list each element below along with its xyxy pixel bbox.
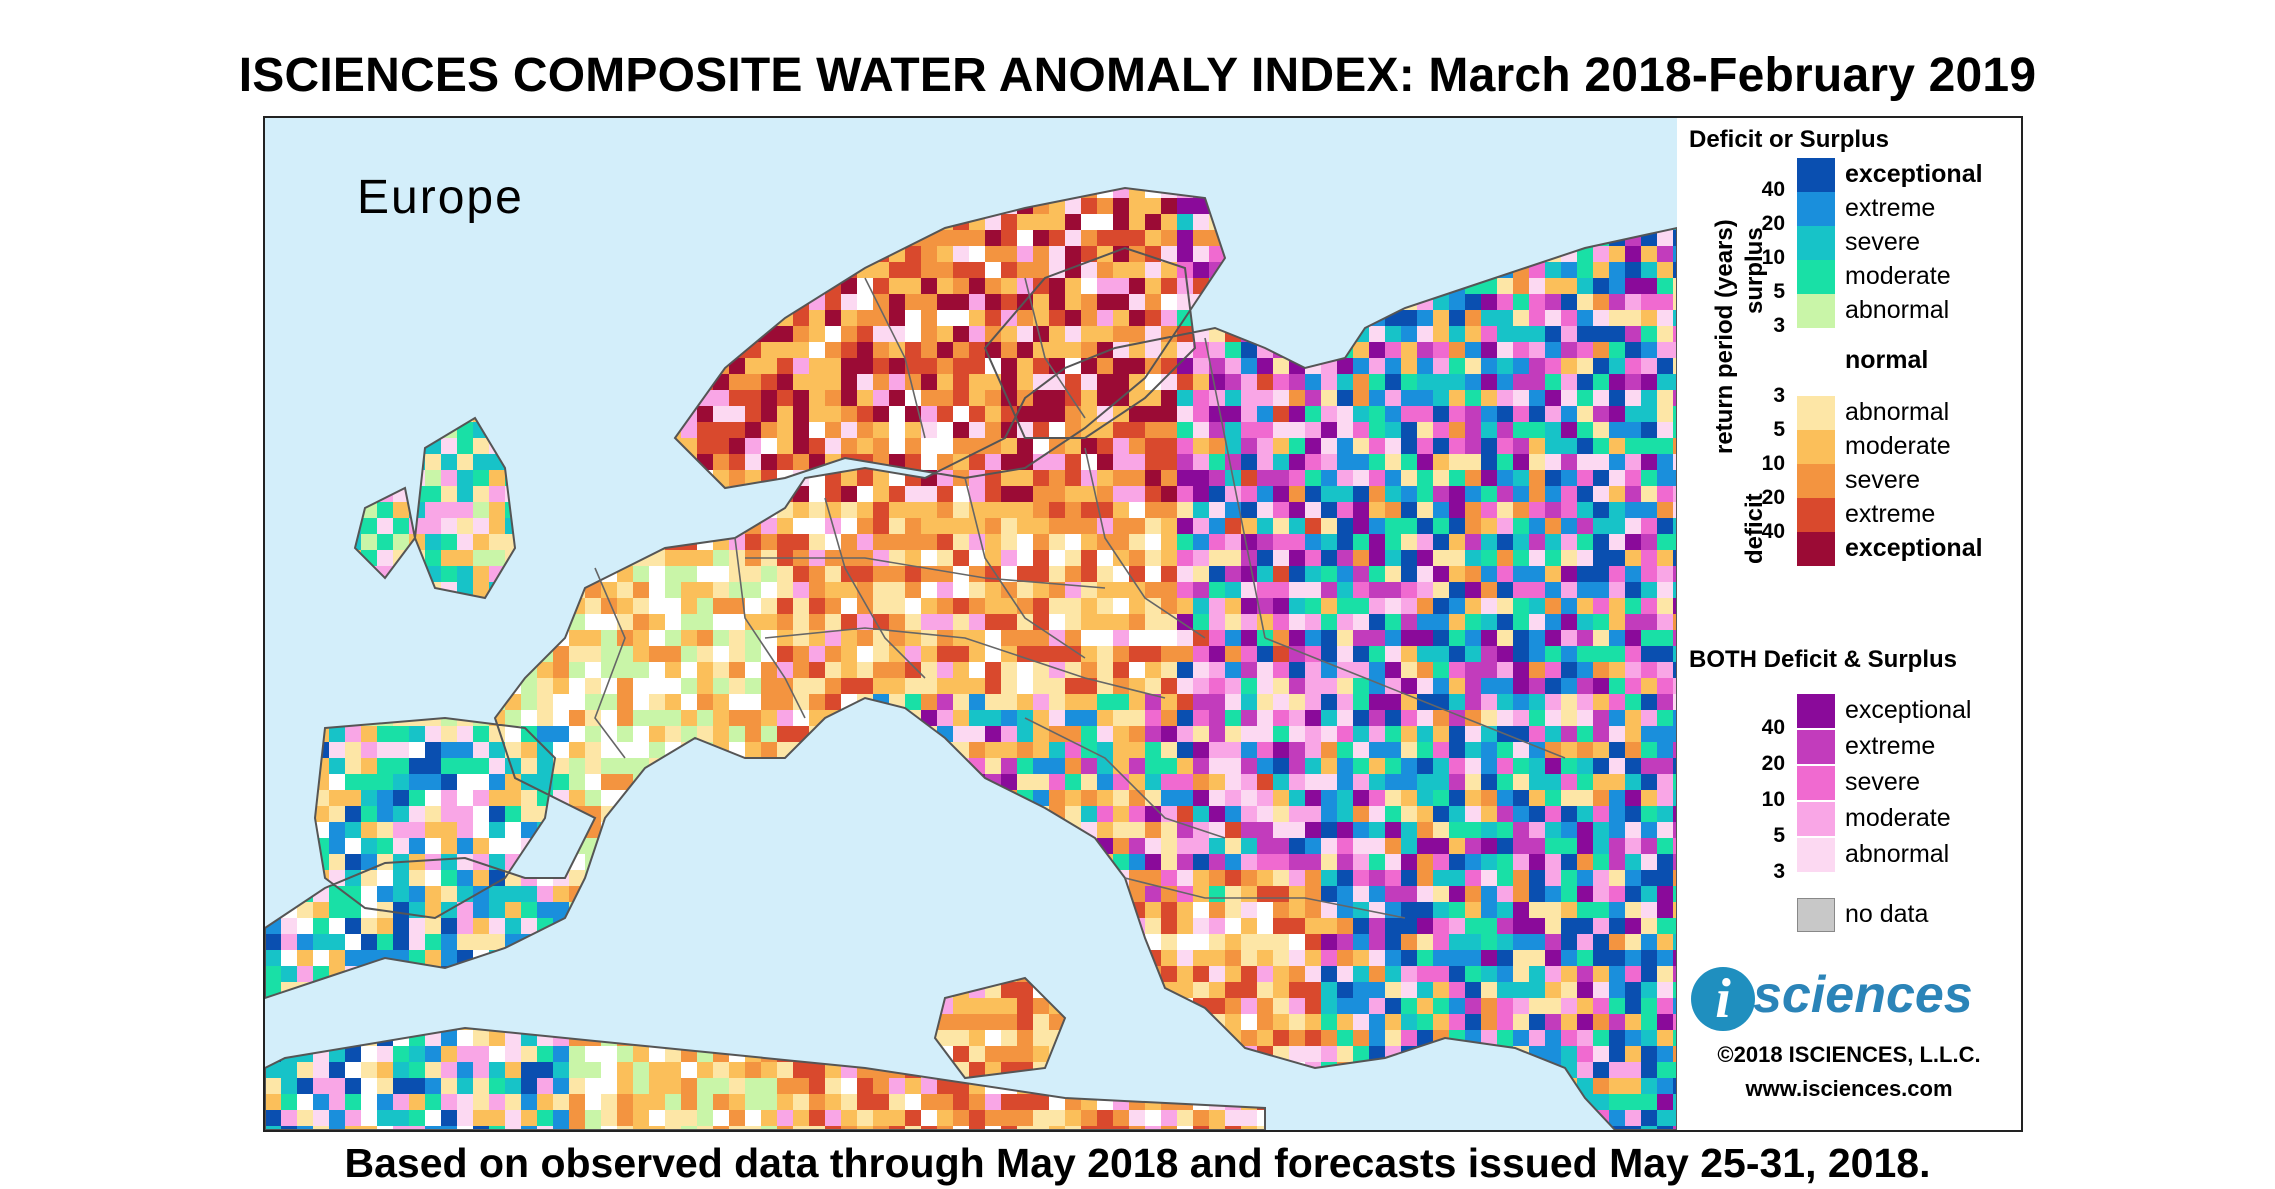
legend-section-both-title: BOTH Deficit & Surplus <box>1689 646 1958 673</box>
legend-label-deficit-moderate: moderate <box>1845 432 1951 460</box>
legend-number-surplus: 5 <box>1773 280 1785 303</box>
legend-swatch-surplus-abnormal <box>1797 294 1835 328</box>
legend-swatch-surplus-moderate <box>1797 260 1835 294</box>
map-frame: Europe Deficit or Surplus return period … <box>263 116 2023 1132</box>
copyright-text: ©2018 ISCIENCES, L.L.C. <box>1717 1042 1981 1067</box>
legend-swatch-no-data <box>1797 898 1835 932</box>
legend-number-both: 3 <box>1773 860 1785 883</box>
legend-label-both-extreme: extreme <box>1845 732 1936 760</box>
legend-swatch-deficit-severe <box>1797 464 1835 498</box>
legend-label-normal: normal <box>1845 346 1929 374</box>
country-borders <box>594 277 1566 919</box>
legend-swatch-surplus-severe <box>1797 226 1835 260</box>
legend-swatch-both-abnormal <box>1797 838 1835 872</box>
legend-number-deficit: 3 <box>1773 384 1785 407</box>
legend-number-deficit: 40 <box>1761 520 1785 543</box>
legend-label-deficit-abnormal: abnormal <box>1845 398 1950 426</box>
legend-number-deficit: 10 <box>1761 452 1785 475</box>
legend-label-both-severe: severe <box>1845 768 1921 796</box>
legend-section-deficit-surplus-title: Deficit or Surplus <box>1689 126 1890 153</box>
logo-wordmark: sciences <box>1753 966 1973 1024</box>
legend-swatch-deficit-exceptional <box>1797 532 1835 566</box>
isciences-logo: i sciences <box>1689 963 2019 1043</box>
legend-label-no-data: no data <box>1845 900 1929 928</box>
footer-note: Based on observed data through May 2018 … <box>344 1140 1931 1186</box>
legend-swatch-surplus-extreme <box>1797 192 1835 226</box>
legend-swatch-both-extreme <box>1797 730 1835 764</box>
legend-swatch-both-severe <box>1797 766 1835 800</box>
region-label: Europe <box>357 171 524 224</box>
legend-label-surplus-abnormal: abnormal <box>1845 296 1950 324</box>
legend-swatch-normal <box>1797 328 1835 396</box>
legend-number-both: 10 <box>1761 788 1785 811</box>
legend-label-deficit-exceptional: exceptional <box>1845 534 1983 562</box>
legend-label-both-moderate: moderate <box>1845 804 1951 832</box>
legend-number-both: 20 <box>1761 752 1785 775</box>
legend-swatch-surplus-exceptional <box>1797 158 1835 192</box>
legend-swatch-deficit-abnormal <box>1797 396 1835 430</box>
legend-label-surplus-exceptional: exceptional <box>1845 160 1983 188</box>
legend-swatch-both-exceptional <box>1797 694 1835 728</box>
anomaly-grid <box>265 188 1677 1130</box>
legend-label-deficit-severe: severe <box>1845 466 1921 494</box>
legend-number-surplus: 3 <box>1773 314 1785 337</box>
map-title: ISCIENCES COMPOSITE WATER ANOMALY INDEX:… <box>238 49 2037 102</box>
legend-label-both-exceptional: exceptional <box>1845 696 1972 724</box>
legend-number-surplus: 10 <box>1761 246 1785 269</box>
legend-label-surplus-extreme: extreme <box>1845 194 1936 222</box>
legend-number-deficit: 20 <box>1761 486 1785 509</box>
europe-map: Europe <box>265 118 1677 1130</box>
legend-label-surplus-moderate: moderate <box>1845 262 1951 290</box>
legend-number-surplus: 20 <box>1761 212 1785 235</box>
legend-number-both: 5 <box>1773 824 1785 847</box>
legend-number-both: 40 <box>1761 716 1785 739</box>
legend-label-deficit-extreme: extreme <box>1845 500 1936 528</box>
legend-label-both-abnormal: abnormal <box>1845 840 1950 868</box>
website-url: www.isciences.com <box>1745 1076 1953 1101</box>
legend-swatch-both-moderate <box>1797 802 1835 836</box>
legend-swatch-deficit-extreme <box>1797 498 1835 532</box>
legend-number-surplus: 40 <box>1761 178 1785 201</box>
map-canvas <box>265 187 1677 1130</box>
legend-swatch-deficit-moderate <box>1797 430 1835 464</box>
legend-number-deficit: 5 <box>1773 418 1785 441</box>
logo-i-mark: i <box>1691 967 1755 1031</box>
legend-label-surplus-severe: severe <box>1845 228 1921 256</box>
legend-panel: Deficit or Surplus return period (years)… <box>1677 118 2021 1130</box>
